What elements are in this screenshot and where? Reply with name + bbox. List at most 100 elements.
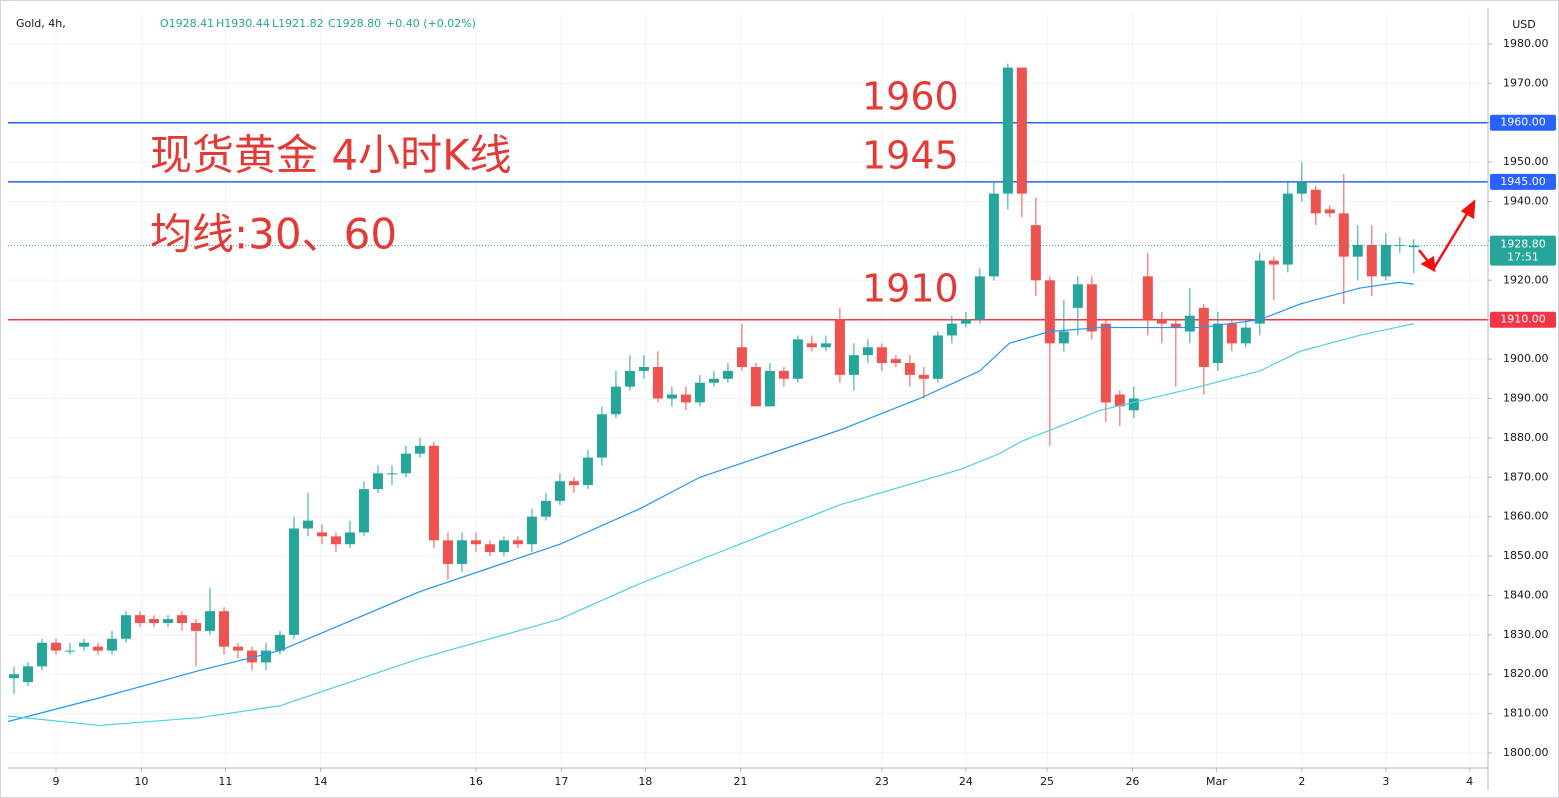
- price-label: 1945.00: [1500, 175, 1546, 188]
- y-tick-label: 1840.00: [1503, 588, 1549, 601]
- last-price-label: 1928.80: [1500, 238, 1546, 251]
- candle-body: [638, 366, 649, 371]
- candle-body: [526, 516, 537, 545]
- x-tick-label: Mar: [1206, 775, 1227, 788]
- candle-body: [470, 540, 481, 545]
- x-tick-label: 9: [53, 775, 60, 788]
- price-label-box: [1490, 311, 1556, 328]
- x-tick-label: 26: [1125, 775, 1139, 788]
- candle-body: [246, 650, 257, 663]
- y-tick-label: 1830.00: [1503, 628, 1549, 641]
- candle-body: [1128, 398, 1139, 411]
- y-tick-label: 1940.00: [1503, 195, 1549, 208]
- candle-body: [1142, 276, 1153, 320]
- candle-body: [988, 193, 999, 277]
- y-tick-label: 1880.00: [1503, 431, 1549, 444]
- candle-body: [316, 532, 327, 537]
- annotation: 1910: [862, 267, 959, 311]
- candle-body: [107, 638, 118, 651]
- candle-body: [1268, 260, 1279, 265]
- candle-body: [288, 528, 299, 635]
- candle-body: [1086, 284, 1097, 332]
- candle-body: [498, 540, 509, 553]
- candle-body: [540, 500, 551, 517]
- annotation: 现货黄金 4小时K线: [150, 131, 512, 180]
- candle-body: [806, 343, 817, 348]
- price-label-box: [1490, 173, 1556, 190]
- candle-body: [456, 540, 467, 564]
- y-tick-label: 1820.00: [1503, 667, 1549, 680]
- moving-average: [7, 281, 1414, 723]
- candle-body: [848, 355, 859, 375]
- candle-body: [1198, 307, 1209, 367]
- candle-body: [1002, 67, 1013, 194]
- x-tick-label: 24: [959, 775, 973, 788]
- candle-body: [1184, 315, 1195, 332]
- ohlc-change: +0.40 (+0.02%): [386, 17, 476, 30]
- candle-body: [736, 347, 747, 367]
- candle-body: [694, 382, 705, 403]
- candle-body: [1044, 280, 1055, 344]
- price-label-box: [1490, 114, 1556, 131]
- candle-body: [680, 394, 691, 403]
- candle-body: [65, 650, 76, 652]
- ohlc-high: H1930.44: [216, 17, 270, 30]
- candle-body: [862, 347, 873, 356]
- candle-body: [9, 674, 20, 679]
- candle-body: [218, 611, 229, 647]
- candle-body: [778, 370, 789, 379]
- x-tick-label: 3: [1382, 775, 1389, 788]
- candle-body: [260, 650, 271, 663]
- countdown: 17:51: [1507, 251, 1539, 264]
- price-label: 1960.00: [1500, 116, 1546, 129]
- arrows: [1418, 199, 1476, 273]
- candle-body: [722, 370, 733, 379]
- candle-body: [932, 335, 943, 379]
- x-tick-label: 10: [134, 775, 148, 788]
- candle-body: [204, 611, 215, 631]
- y-tick-label: 1800.00: [1503, 746, 1549, 759]
- candle-body: [834, 319, 845, 375]
- x-tick-label: 21: [734, 775, 748, 788]
- candle-body: [414, 445, 425, 454]
- candle-body: [162, 619, 173, 624]
- x-tick-label: 17: [554, 775, 568, 788]
- candle-body: [890, 359, 901, 364]
- x-tick-label: 2: [1298, 775, 1305, 788]
- candle-body: [386, 473, 397, 475]
- candle-body: [484, 544, 495, 553]
- candle-body: [330, 536, 341, 545]
- candle-body: [610, 386, 621, 415]
- candle-body: [51, 642, 62, 651]
- x-tick-label: 11: [218, 775, 232, 788]
- y-tick-label: 1860.00: [1503, 510, 1549, 523]
- candle-body: [1240, 327, 1251, 344]
- candle-body: [1380, 244, 1391, 277]
- candle-body: [400, 453, 411, 474]
- y-tick-label: 1900.00: [1503, 352, 1549, 365]
- candle-body: [750, 366, 761, 407]
- candle-body: [372, 473, 383, 490]
- candle-body: [23, 666, 34, 683]
- candle-body: [1408, 245, 1419, 248]
- y-tick-label: 1980.00: [1503, 37, 1549, 50]
- candle-body: [358, 489, 369, 533]
- candle-body: [176, 615, 187, 624]
- currency: USD: [1512, 18, 1536, 31]
- candle-body: [1366, 244, 1377, 277]
- candle-body: [666, 394, 677, 399]
- y-tick-label: 1970.00: [1503, 76, 1549, 89]
- moving-average: [7, 323, 1414, 727]
- x-tick-label: 25: [1040, 775, 1054, 788]
- candle-body: [904, 363, 915, 375]
- candle-body: [652, 366, 663, 399]
- candle-body: [1072, 284, 1083, 308]
- y-tick-label: 1870.00: [1503, 470, 1549, 483]
- candle-body: [274, 634, 285, 651]
- candle-body: [792, 339, 803, 379]
- candle-body: [820, 343, 831, 348]
- candle-body: [1114, 394, 1125, 407]
- candle-body: [1030, 225, 1041, 281]
- candle-body: [1352, 244, 1363, 257]
